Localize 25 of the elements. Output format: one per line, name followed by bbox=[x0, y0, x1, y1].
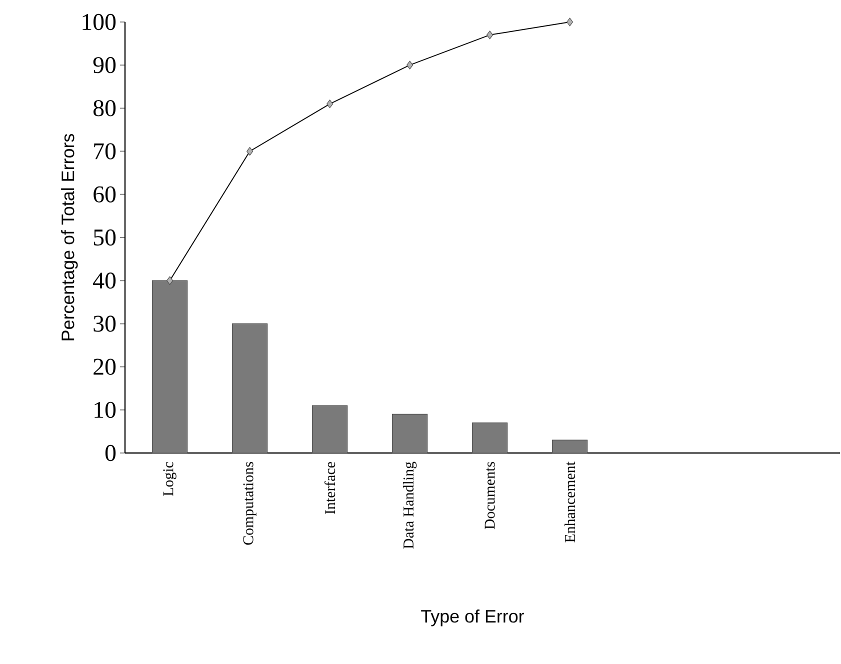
x-tick-label: Computations bbox=[243, 462, 256, 545]
x-tick-label: Data Handling bbox=[403, 462, 417, 549]
y-tick-label: 40 bbox=[93, 272, 116, 289]
y-tick-label: 20 bbox=[94, 358, 116, 375]
x-tick-label: Logic bbox=[163, 462, 176, 496]
bar bbox=[312, 405, 348, 454]
x-tick-label: Enhancement bbox=[564, 462, 576, 542]
y-tick-label: 30 bbox=[94, 316, 116, 332]
bar bbox=[392, 414, 428, 454]
y-tick-label: 80 bbox=[93, 100, 116, 116]
x-tick-label: Documents bbox=[484, 462, 495, 530]
y-tick-label: 60 bbox=[94, 186, 116, 202]
y-axis-title: Percentage of Total Errors bbox=[61, 134, 78, 340]
bar bbox=[552, 440, 588, 454]
x-tick-label: Interface bbox=[324, 462, 336, 514]
y-tick-label: 10 bbox=[94, 402, 116, 418]
bar bbox=[232, 323, 268, 454]
x-axis-title: Type of Error bbox=[421, 610, 524, 626]
bar bbox=[152, 280, 188, 454]
y-tick-label: 70 bbox=[94, 143, 116, 160]
y-tick-label: 50 bbox=[94, 229, 116, 246]
bar bbox=[472, 422, 508, 454]
y-tick-label: 90 bbox=[93, 57, 116, 74]
y-tick-label: 100 bbox=[82, 14, 116, 30]
y-tick-label: 0 bbox=[105, 444, 116, 462]
